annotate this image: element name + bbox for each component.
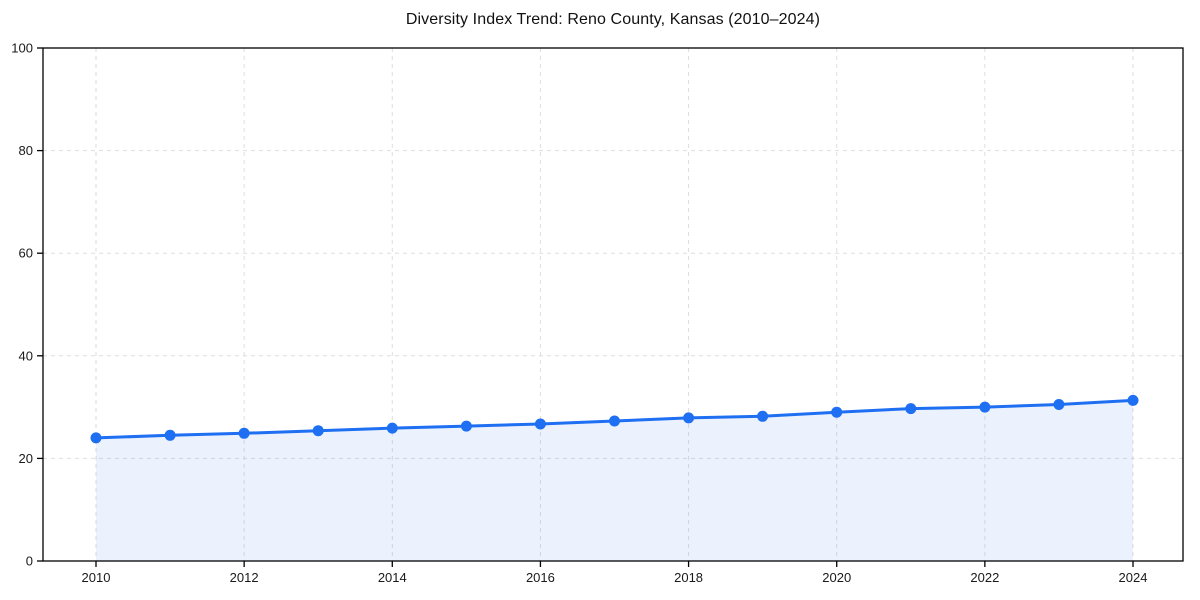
data-point [1053, 399, 1065, 410]
area-fill [96, 400, 1133, 561]
data-point [609, 415, 620, 427]
y-tick-label: 20 [19, 451, 33, 466]
x-tick-label: 2024 [1119, 570, 1148, 585]
y-tick-label: 100 [11, 41, 33, 56]
x-tick-label: 2016 [526, 570, 555, 585]
data-point [831, 406, 843, 418]
axes-frame [42, 47, 1184, 562]
data-point [905, 403, 917, 415]
data-point [386, 422, 398, 434]
x-tick-label: 2012 [230, 570, 259, 585]
data-point [1127, 394, 1139, 406]
y-tick-label: 80 [19, 143, 33, 158]
y-tick-label: 40 [19, 348, 33, 363]
data-point [460, 420, 472, 432]
y-tick-label: 60 [19, 246, 33, 261]
x-tick-label: 2022 [970, 570, 999, 585]
x-tick-label: 2014 [378, 570, 407, 585]
data-point [534, 418, 546, 430]
data-point [164, 429, 176, 441]
x-tick-label: 2010 [82, 570, 111, 585]
y-tick-label: 0 [26, 554, 33, 569]
data-point [238, 427, 250, 439]
data-point [979, 401, 991, 413]
x-tick-label: 2020 [822, 570, 851, 585]
data-point [757, 410, 769, 422]
data-point [312, 425, 324, 437]
chart-title: Diversity Index Trend: Reno County, Kans… [405, 11, 821, 28]
data-point [683, 412, 695, 424]
data-point [90, 432, 102, 444]
x-tick-label: 2018 [674, 570, 703, 585]
